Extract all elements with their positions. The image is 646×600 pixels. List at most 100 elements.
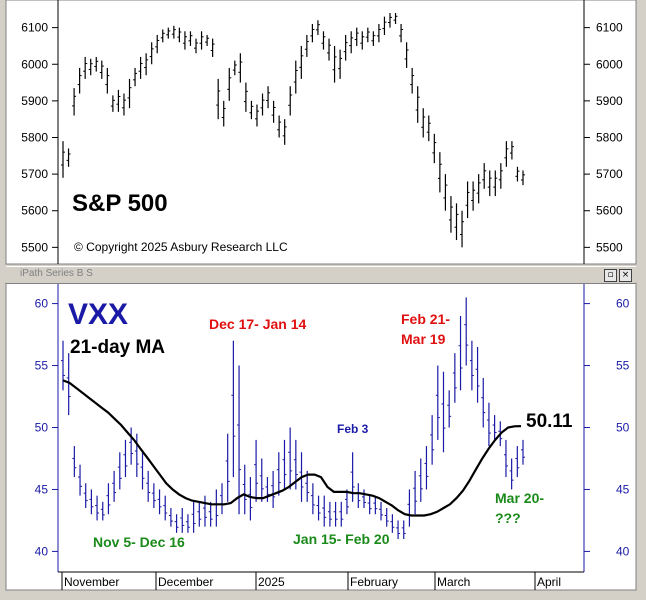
sp500-bar — [504, 141, 509, 167]
vxx-bar — [163, 495, 168, 521]
vxx-ytick-label: 40 — [35, 544, 49, 558]
sp500-bar — [471, 181, 476, 211]
vxx-bar — [310, 483, 315, 515]
close-icon[interactable]: × — [619, 269, 632, 282]
vxx-bar — [492, 415, 497, 440]
vxx-ytick-label-right: 40 — [616, 544, 630, 558]
vxx-ytick-label: 45 — [35, 482, 49, 496]
sp500-bar — [327, 38, 332, 61]
vxx-bar — [521, 439, 525, 465]
vxx-bar — [191, 501, 196, 533]
sp500-bar — [144, 53, 149, 76]
sp500-bar — [77, 67, 82, 94]
vxx-bar — [140, 452, 145, 490]
sp500-bar — [110, 95, 115, 112]
sp500-ytick-label-right: 5500 — [596, 240, 623, 254]
vxx-bar — [123, 439, 128, 478]
panel-title: iPath Series B S — [20, 268, 93, 279]
vxx-ytick-label-right: 50 — [616, 421, 630, 435]
sp500-bar — [365, 27, 370, 43]
sp500-bar — [404, 42, 409, 68]
vxx-bar — [447, 390, 452, 428]
vxx-bar — [225, 433, 230, 502]
vxx-bar — [481, 377, 486, 428]
vxx-ytick-label: 50 — [35, 421, 49, 435]
sp500-bar — [133, 67, 138, 87]
sp500-bar — [304, 34, 309, 57]
vxx-bar — [151, 483, 156, 509]
vxx-bar — [271, 470, 276, 509]
vxx-ytick-label: 55 — [35, 359, 49, 373]
annotation-question: ??? — [495, 510, 521, 526]
ma-label: 21-day MA — [70, 337, 165, 358]
vxx-bar — [288, 427, 293, 490]
sp500-bar — [482, 163, 487, 189]
vxx-xtick-label: February — [350, 575, 398, 589]
annotation-mar20: Mar 20- — [495, 490, 544, 506]
sp500-bar — [221, 100, 226, 127]
vxx-bar — [89, 489, 94, 515]
vxx-xtick-label: 2025 — [258, 575, 285, 589]
vxx-ytick-label-right: 55 — [616, 359, 630, 373]
sp500-bar — [393, 12, 398, 24]
sp500-bar — [338, 49, 343, 79]
sp500-bar — [116, 89, 121, 112]
sp500-bar — [426, 115, 431, 142]
sp500-bar — [448, 196, 453, 233]
sp500-bar — [61, 141, 65, 178]
annotation-dec17-jan14: Dec 17- Jan 14 — [209, 316, 306, 332]
sp500-bar — [160, 29, 165, 43]
annotation-jan15-feb20: Jan 15- Feb 20 — [293, 531, 390, 547]
sp500-bar — [399, 23, 404, 43]
vxx-bar — [344, 489, 349, 515]
vxx-panel — [5, 282, 637, 591]
sp500-bar — [421, 108, 426, 138]
sp500-ytick-label: 6100 — [21, 21, 48, 35]
vxx-bar — [322, 495, 327, 527]
vxx-bar — [185, 514, 190, 533]
vxx-title: VXX — [68, 298, 128, 331]
sp500-bar — [171, 25, 176, 39]
vxx-bar — [413, 470, 418, 515]
vxx-bar — [390, 514, 395, 533]
vxx-bar — [339, 501, 344, 527]
sp500-bar — [88, 58, 93, 76]
sp500-bar — [343, 34, 348, 61]
vxx-bar — [452, 353, 457, 403]
sp500-bar — [127, 78, 132, 109]
sp500-bar — [238, 53, 243, 83]
sp500-bar — [387, 12, 392, 28]
sp500-bar — [310, 23, 315, 43]
vxx-bar — [327, 501, 332, 527]
sp500-bar — [155, 34, 160, 54]
sp500-ytick-label: 5500 — [21, 240, 48, 254]
sp500-bar — [382, 16, 387, 35]
vxx-bar — [197, 501, 202, 527]
vxx-bar — [248, 477, 253, 521]
vxx-bar — [265, 477, 270, 502]
vxx-bar — [430, 415, 435, 465]
sp500-bar — [99, 60, 104, 79]
sp500-bar — [349, 31, 354, 54]
vxx-bar — [168, 508, 173, 527]
vxx-bar — [83, 483, 88, 509]
vxx-bar — [78, 464, 83, 496]
sp500-bar — [498, 163, 503, 189]
vxx-ytick-label-right: 45 — [616, 482, 630, 496]
sp500-ytick-label-right: 5900 — [596, 94, 623, 108]
vxx-bar — [237, 365, 242, 515]
vxx-bar — [174, 514, 179, 533]
vxx-bar — [396, 520, 401, 540]
sp500-bar — [521, 170, 525, 186]
sp500-bar — [493, 170, 498, 197]
restore-icon[interactable]: ▫ — [604, 269, 617, 282]
vxx-bar — [384, 508, 389, 527]
vxx-bar — [134, 433, 139, 478]
sp500-bar — [410, 67, 415, 94]
sp500-ytick-label: 5800 — [21, 130, 48, 144]
sp500-bar — [360, 31, 365, 50]
sp500-bar — [315, 20, 320, 35]
sp500-bar — [460, 210, 465, 248]
vxx-bar — [515, 446, 520, 478]
